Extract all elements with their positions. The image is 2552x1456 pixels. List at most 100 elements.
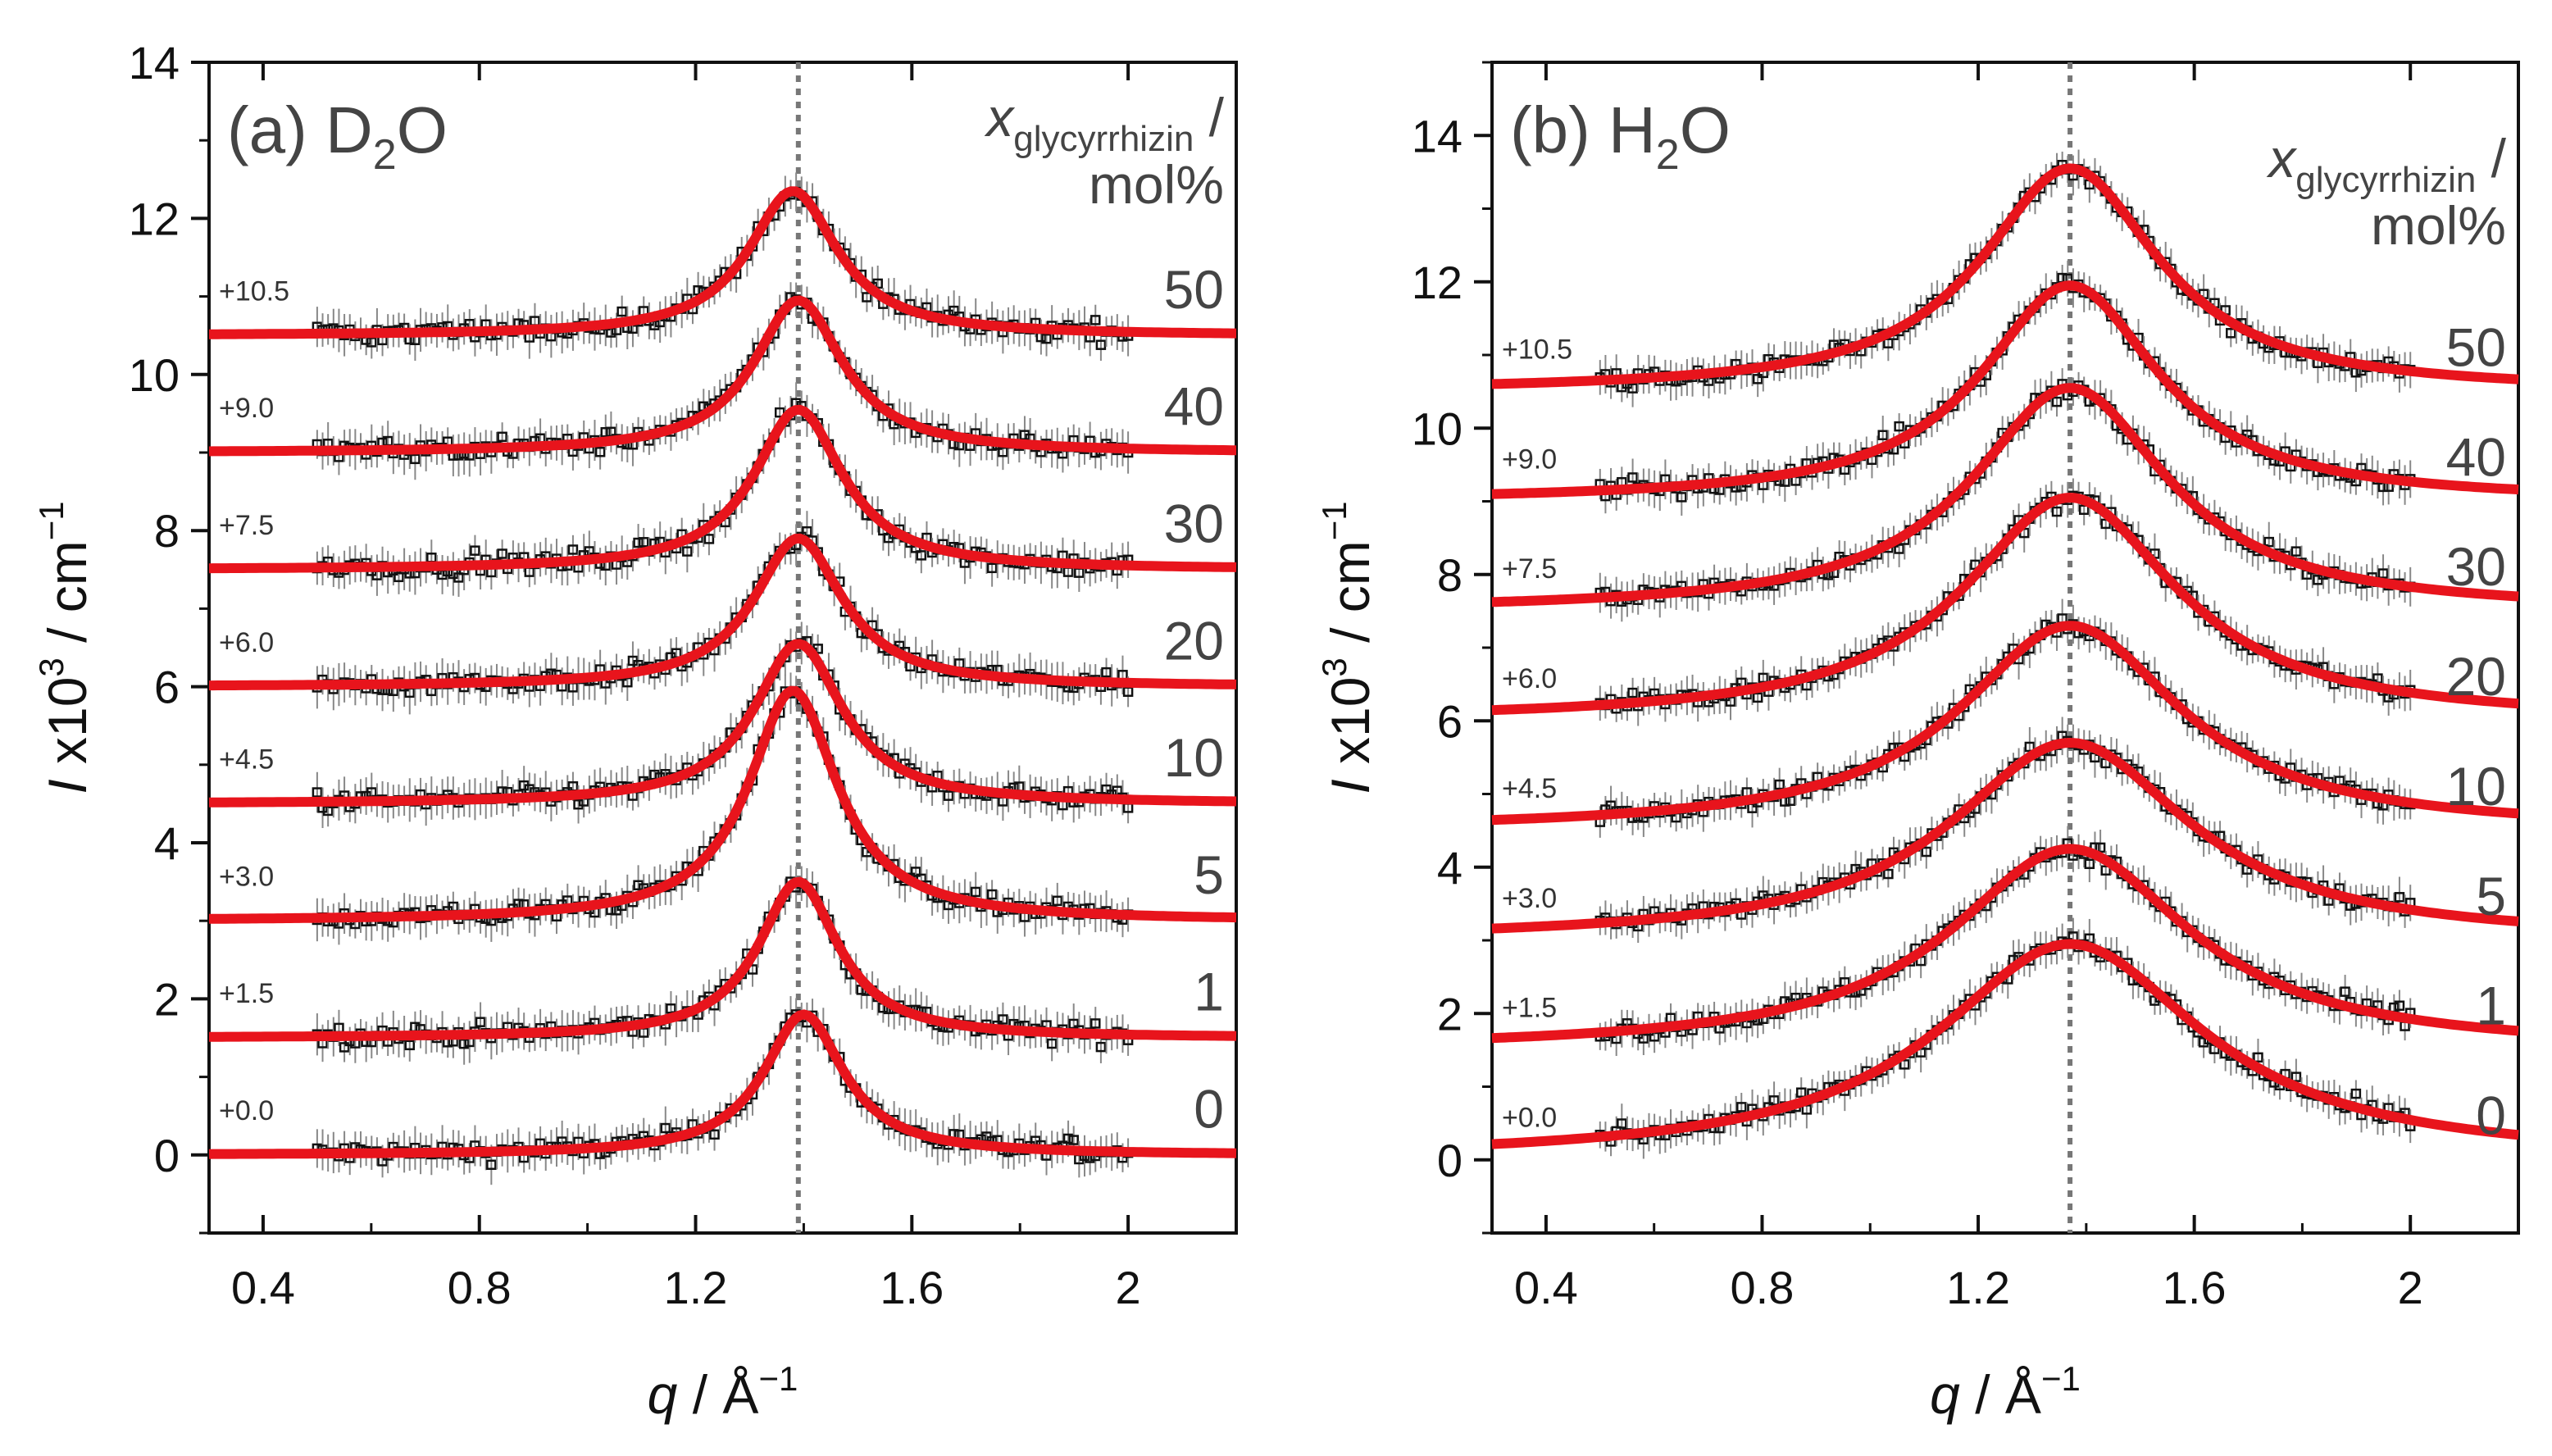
series-label: 10: [2446, 756, 2506, 817]
y-tick-label: 10: [1412, 403, 1463, 454]
fit-line: [1491, 383, 2519, 607]
data-point: [1101, 667, 1112, 678]
x-tick-label: 0.8: [448, 1262, 512, 1313]
series-label: 5: [2476, 866, 2506, 926]
data-point: [1068, 1018, 1079, 1030]
x-tick-label: 1.6: [2163, 1262, 2227, 1313]
offset-label: +10.5: [219, 275, 289, 307]
x-tick-label: 2: [2398, 1262, 2423, 1313]
series-label: 40: [1164, 376, 1224, 437]
fit-line: [1491, 621, 2519, 826]
data-point: [1062, 1133, 1074, 1144]
legend-unit: mol%: [2371, 195, 2506, 256]
data-point: [943, 790, 954, 801]
series-1-molpct: +1.5 1: [209, 865, 1237, 1065]
offset-label: +0.0: [1502, 1103, 1557, 1134]
series-40-molpct: +9.0 40: [1491, 260, 2519, 516]
data-point: [638, 537, 649, 548]
data-point: [709, 1129, 720, 1140]
data-point: [998, 1014, 1008, 1025]
y-tick-label: 6: [154, 662, 180, 713]
data-point: [497, 548, 507, 559]
offset-label: +1.5: [219, 978, 274, 1009]
data-point: [393, 571, 404, 583]
data-point: [475, 1017, 486, 1027]
series-label: 30: [2446, 536, 2506, 597]
y-axis-title: I x103 / cm−1: [32, 501, 98, 794]
fit-line: [209, 685, 1237, 924]
y-tick-label: 0: [154, 1130, 180, 1181]
offset-label: +9.0: [219, 393, 274, 424]
data-point: [774, 407, 785, 418]
offset-label: +10.5: [1502, 334, 1572, 365]
y-tick-label: 4: [1437, 842, 1463, 894]
data-point: [573, 799, 584, 810]
data-point: [486, 1159, 497, 1170]
fit-line: [209, 533, 1237, 691]
series-label: 20: [1164, 610, 1224, 671]
series-20-molpct: +6.0 20: [209, 511, 1237, 715]
offset-label: +3.0: [219, 861, 274, 892]
y-tick-label: 8: [1437, 549, 1463, 601]
fit-line: [209, 186, 1236, 339]
data-point: [470, 545, 480, 556]
series-0-molpct: +0.0 0: [1491, 917, 2519, 1159]
series-30-molpct: +7.5 30: [1491, 368, 2519, 622]
y-tick-label: 12: [129, 193, 180, 244]
data-point: [1090, 1018, 1101, 1029]
data-point: [1046, 1038, 1058, 1049]
series-label: 20: [2446, 646, 2506, 707]
x-tick-label: 0.4: [1514, 1262, 1578, 1313]
fit-line: [208, 1009, 1237, 1159]
series-5-molpct: +3.0 5: [209, 672, 1237, 945]
fit-line: [1491, 939, 2519, 1149]
series-label: 1: [1194, 962, 1224, 1022]
x-tick-label: 0.4: [231, 1262, 295, 1313]
data-point: [567, 544, 579, 555]
x-axis-title: q / Å−1: [648, 1359, 798, 1425]
legend-unit: mol%: [1089, 154, 1224, 215]
panel-label: (b) H2O: [1510, 93, 1731, 179]
x-tick-label: 1.6: [880, 1262, 944, 1313]
series-1-molpct: +1.5 1: [1491, 826, 2519, 1057]
series-label: 1: [2476, 976, 2506, 1036]
data-point: [404, 1040, 416, 1051]
y-tick-label: 14: [129, 37, 180, 89]
offset-label: +7.5: [219, 510, 274, 541]
fit-line: [208, 404, 1237, 574]
axis-frame: [1490, 61, 2520, 1235]
data-point: [1068, 1135, 1079, 1145]
data-point: [633, 537, 644, 548]
series-label: 50: [2446, 316, 2506, 377]
series-label: 50: [1164, 259, 1224, 320]
series-10-molpct: +4.5 10: [208, 621, 1237, 829]
series-20-molpct: +6.0 20: [1491, 478, 2519, 726]
offset-label: +4.5: [1502, 773, 1557, 804]
series-10-molpct: +4.5 10: [1491, 598, 2519, 838]
data-point: [660, 1122, 671, 1134]
y-tick-label: 2: [1437, 988, 1463, 1040]
y-tick-label: 12: [1412, 257, 1463, 308]
fit-line: [1491, 844, 2519, 1044]
data-point: [682, 546, 693, 557]
fit-line: [208, 639, 1237, 808]
series-0-molpct: +0.0 0: [208, 996, 1237, 1185]
legend-title: xglycyrrhizin /: [2266, 128, 2506, 200]
offset-label: +4.5: [219, 744, 274, 776]
fit-line: [1491, 737, 2519, 934]
offset-label: +0.0: [219, 1095, 274, 1126]
data-point: [703, 534, 715, 544]
data-point: [986, 889, 998, 900]
x-tick-label: 2: [1116, 1262, 1141, 1313]
x-tick-label: 1.2: [664, 1262, 728, 1313]
data-point: [312, 787, 323, 798]
data-point: [910, 867, 921, 877]
data-point: [339, 1042, 350, 1053]
x-tick-label: 0.8: [1731, 1262, 1795, 1313]
y-tick-label: 6: [1437, 695, 1463, 747]
series-5-molpct: +3.0 5: [1491, 717, 2519, 944]
series-50-molpct: +10.5 50: [209, 172, 1236, 362]
data-point: [666, 1003, 676, 1014]
